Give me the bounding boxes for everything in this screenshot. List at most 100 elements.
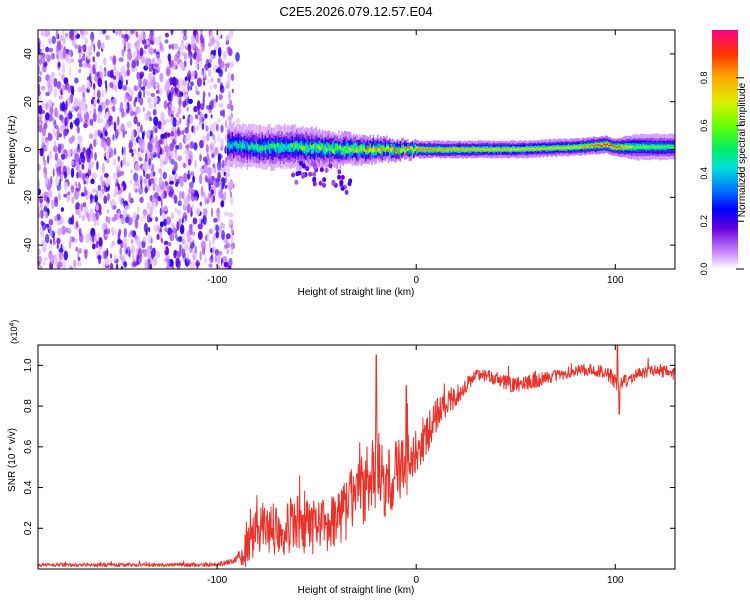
signal-band-cell [320, 146, 322, 151]
x-tick-label: 0 [413, 575, 419, 586]
noise-blob [97, 77, 103, 88]
snr-y-ticks: 0.2 0.4 0.6 0.8 1.0 [23, 358, 675, 535]
noise-blob [101, 89, 104, 98]
noise-blob [208, 263, 213, 268]
noise-blob [143, 89, 146, 99]
spur-blob [299, 160, 303, 166]
signal-band-cell [569, 146, 571, 149]
noise-blob [58, 190, 61, 201]
signal-band-cell [452, 148, 454, 151]
noise-blob [91, 150, 93, 160]
noise-blob [215, 94, 218, 103]
noise-blob [52, 168, 55, 178]
noise-blob [112, 159, 117, 166]
noise-blob [210, 189, 214, 195]
noise-blob [97, 254, 102, 260]
signal-band-cell [341, 146, 343, 150]
noise-blob [92, 196, 96, 203]
noise-blob [200, 185, 204, 197]
noise-blob [39, 265, 43, 269]
noise-blob [175, 144, 180, 150]
noise-blob [204, 196, 208, 205]
noise-blob [156, 233, 160, 240]
signal-band-cell [320, 142, 322, 150]
noise-blob [104, 80, 108, 85]
signal-band-cell [510, 149, 513, 151]
signal-band-cell [627, 145, 630, 148]
signal-band-cell [233, 142, 235, 147]
noise-blob [132, 30, 136, 34]
noise-blob [40, 109, 46, 115]
noise-blob [132, 153, 136, 164]
signal-band-cell [393, 143, 396, 152]
noise-blob [38, 210, 41, 219]
noise-blob [186, 72, 191, 80]
y-tick-label: -40 [23, 237, 34, 252]
signal-band-cell [366, 147, 369, 151]
signal-band-cell [554, 147, 556, 150]
noise-blob [210, 207, 214, 217]
noise-blob [129, 148, 134, 154]
signal-band-cell [471, 148, 474, 150]
signal-band-cell [432, 148, 435, 151]
signal-band-cell [489, 148, 492, 150]
noise-blob [86, 81, 92, 90]
signal-band-cell [474, 148, 477, 150]
noise-blob [164, 39, 169, 44]
signal-band-cell [261, 145, 264, 151]
noise-blob [94, 75, 98, 82]
x-tick-label: -100 [207, 275, 227, 286]
noise-blob [158, 177, 163, 185]
signal-band-cell [549, 147, 552, 149]
noise-blob [63, 77, 69, 85]
noise-blob [174, 176, 177, 184]
noise-blob [223, 191, 227, 201]
signal-band-cell [233, 142, 235, 151]
signal-band-cell [381, 145, 384, 150]
noise-blob [144, 113, 149, 122]
colorbar: 0.0 0.2 0.4 0.6 0.8 Normalized spectral ampl… [699, 30, 748, 275]
signal-band-cell [392, 147, 394, 150]
noise-blob [130, 130, 135, 140]
signal-band-cell [537, 146, 540, 150]
noise-blob [130, 244, 136, 254]
noise-blob [81, 172, 86, 181]
noise-blob [77, 86, 83, 93]
noise-blob [213, 49, 217, 56]
noise-blob [123, 94, 129, 104]
noise-blob [45, 102, 49, 110]
signal-band-cell [281, 142, 283, 151]
noise-blob [135, 96, 138, 103]
noise-blob [221, 229, 226, 240]
signal-band-cell [527, 148, 529, 150]
noise-blob [230, 228, 234, 234]
noise-blob [103, 195, 108, 204]
signal-band-cell [552, 147, 555, 150]
noise-blob [210, 77, 214, 83]
noise-blob [181, 248, 186, 259]
signal-band-cell [545, 146, 547, 150]
noise-blob [84, 189, 88, 196]
noise-blob [177, 106, 182, 115]
noise-blob [57, 62, 61, 68]
noise-blob [58, 248, 64, 253]
noise-blob [48, 219, 54, 226]
noise-blob [185, 144, 190, 149]
signal-band-cell [444, 148, 447, 152]
signal-band-cell [240, 142, 243, 147]
noise-blob [159, 160, 164, 169]
signal-band-cell [392, 147, 394, 156]
noise-blob [185, 155, 189, 162]
signal-band-cell [476, 149, 478, 151]
noise-blob [137, 147, 140, 153]
noise-blob [61, 225, 66, 235]
noise-blob [151, 252, 154, 260]
noise-blob [214, 147, 219, 155]
noise-blob [74, 44, 79, 49]
noise-blob [90, 198, 93, 204]
noise-blob [91, 188, 97, 193]
noise-blob [189, 86, 193, 91]
signal-band-cell [444, 148, 447, 150]
noise-blob [53, 77, 58, 88]
signal-band-cell [329, 145, 331, 150]
